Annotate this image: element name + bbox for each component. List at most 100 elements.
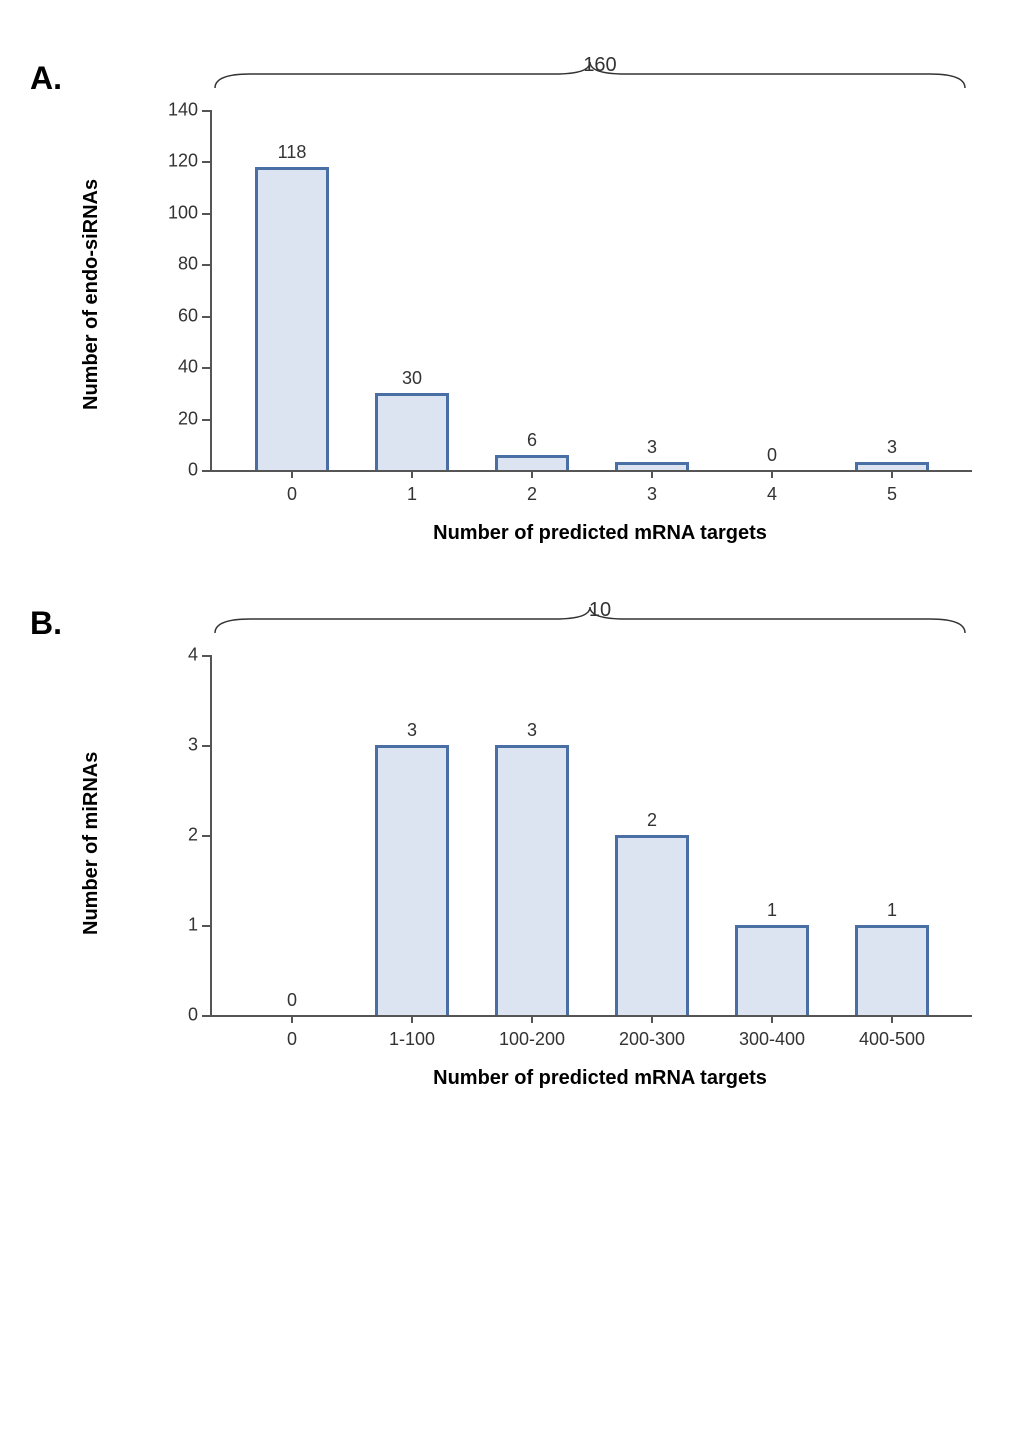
bar-slot: 301 [352, 110, 472, 470]
bar-value-label: 3 [647, 437, 657, 458]
panel-b: B. 10 Number of miRNAs 0031-1003100-2002… [30, 605, 990, 1090]
plot-area-b: 0031-1003100-2002200-3001300-4001400-500… [210, 655, 972, 1017]
x-tick-mark [291, 1015, 293, 1023]
bar-value-label: 2 [647, 810, 657, 831]
y-tick [202, 367, 212, 369]
y-tick-label: 3 [188, 735, 198, 756]
y-tick [202, 925, 212, 927]
x-tick-label: 300-400 [739, 1029, 805, 1050]
y-tick-label: 40 [178, 357, 198, 378]
brace-total-b: 10 [589, 599, 611, 622]
x-tick-label: 0 [287, 1029, 297, 1050]
x-tick-mark [531, 470, 533, 478]
bar [735, 925, 809, 1015]
bar-value-label: 1 [887, 900, 897, 921]
y-tick-label: 0 [188, 460, 198, 481]
x-tick-label: 1 [407, 484, 417, 505]
x-axis-label-b: Number of predicted mRNA targets [210, 1067, 990, 1090]
bar-slot: 1400-500 [832, 655, 952, 1015]
chart-a: 160 Number of endo-siRNAs 11803016233043… [120, 60, 990, 545]
bar-slot: 35 [832, 110, 952, 470]
brace-total-a: 160 [583, 54, 616, 77]
bar-slot: 62 [472, 110, 592, 470]
bar-value-label: 3 [527, 720, 537, 741]
x-tick-label: 1-100 [389, 1029, 435, 1050]
bar [615, 835, 689, 1015]
x-tick-mark [531, 1015, 533, 1023]
y-tick [202, 316, 212, 318]
bar-slot: 31-100 [352, 655, 472, 1015]
bar [375, 745, 449, 1015]
bars-b: 0031-1003100-2002200-3001300-4001400-500 [212, 655, 972, 1015]
x-tick-mark [651, 470, 653, 478]
y-tick [202, 264, 212, 266]
y-tick [202, 213, 212, 215]
y-tick-label: 140 [168, 100, 198, 121]
bars-a: 118030162330435 [212, 110, 972, 470]
bar-value-label: 118 [278, 142, 307, 163]
bar-slot: 04 [712, 110, 832, 470]
bar-slot: 33 [592, 110, 712, 470]
bar [855, 462, 929, 470]
bar-slot: 00 [232, 655, 352, 1015]
x-tick-mark [411, 1015, 413, 1023]
bar-value-label: 30 [402, 368, 422, 389]
y-tick-label: 20 [178, 408, 198, 429]
y-axis-label-a: Number of endo-siRNAs [80, 179, 103, 410]
panel-b-label: B. [30, 605, 62, 642]
x-tick-mark [891, 470, 893, 478]
y-tick-label: 1 [188, 915, 198, 936]
bar-slot: 1300-400 [712, 655, 832, 1015]
plot-a: Number of endo-siRNAs 118030162330435 02… [120, 110, 990, 545]
y-tick-label: 100 [168, 202, 198, 223]
y-tick [202, 655, 212, 657]
plot-area-a: 118030162330435 020406080100120140 [210, 110, 972, 472]
x-tick-label: 200-300 [619, 1029, 685, 1050]
bar-slot: 2200-300 [592, 655, 712, 1015]
chart-b: 10 Number of miRNAs 0031-1003100-2002200… [120, 605, 990, 1090]
bar-value-label: 6 [527, 430, 537, 451]
panel-a: A. 160 Number of endo-siRNAs 11803016233… [30, 60, 990, 545]
bar-value-label: 3 [887, 437, 897, 458]
brace-row-a: 160 [210, 60, 990, 110]
x-tick-mark [771, 470, 773, 478]
y-tick [202, 419, 212, 421]
bar-value-label: 3 [407, 720, 417, 741]
x-tick-label: 3 [647, 484, 657, 505]
y-tick-label: 2 [188, 825, 198, 846]
y-tick [202, 470, 212, 472]
y-tick [202, 745, 212, 747]
bar [615, 462, 689, 470]
plot-b: Number of miRNAs 0031-1003100-2002200-30… [120, 655, 990, 1090]
bar-slot: 1180 [232, 110, 352, 470]
x-tick-mark [291, 470, 293, 478]
bar-value-label: 0 [287, 990, 297, 1011]
y-tick [202, 161, 212, 163]
x-tick-label: 2 [527, 484, 537, 505]
panel-a-label: A. [30, 60, 62, 97]
x-tick-label: 400-500 [859, 1029, 925, 1050]
x-tick-label: 0 [287, 484, 297, 505]
y-tick-label: 0 [188, 1005, 198, 1026]
x-tick-mark [891, 1015, 893, 1023]
y-tick [202, 110, 212, 112]
y-tick [202, 1015, 212, 1017]
bar [375, 393, 449, 470]
brace-row-b: 10 [210, 605, 990, 655]
x-tick-mark [411, 470, 413, 478]
bar [855, 925, 929, 1015]
y-tick [202, 835, 212, 837]
bar-value-label: 0 [767, 445, 777, 466]
bar [255, 167, 329, 470]
x-tick-label: 5 [887, 484, 897, 505]
x-axis-label-a: Number of predicted mRNA targets [210, 522, 990, 545]
bar [495, 455, 569, 470]
x-tick-label: 100-200 [499, 1029, 565, 1050]
x-tick-mark [651, 1015, 653, 1023]
bar-value-label: 1 [767, 900, 777, 921]
bar-slot: 3100-200 [472, 655, 592, 1015]
x-tick-label: 4 [767, 484, 777, 505]
y-tick-label: 80 [178, 254, 198, 275]
bar [495, 745, 569, 1015]
y-tick-label: 60 [178, 305, 198, 326]
